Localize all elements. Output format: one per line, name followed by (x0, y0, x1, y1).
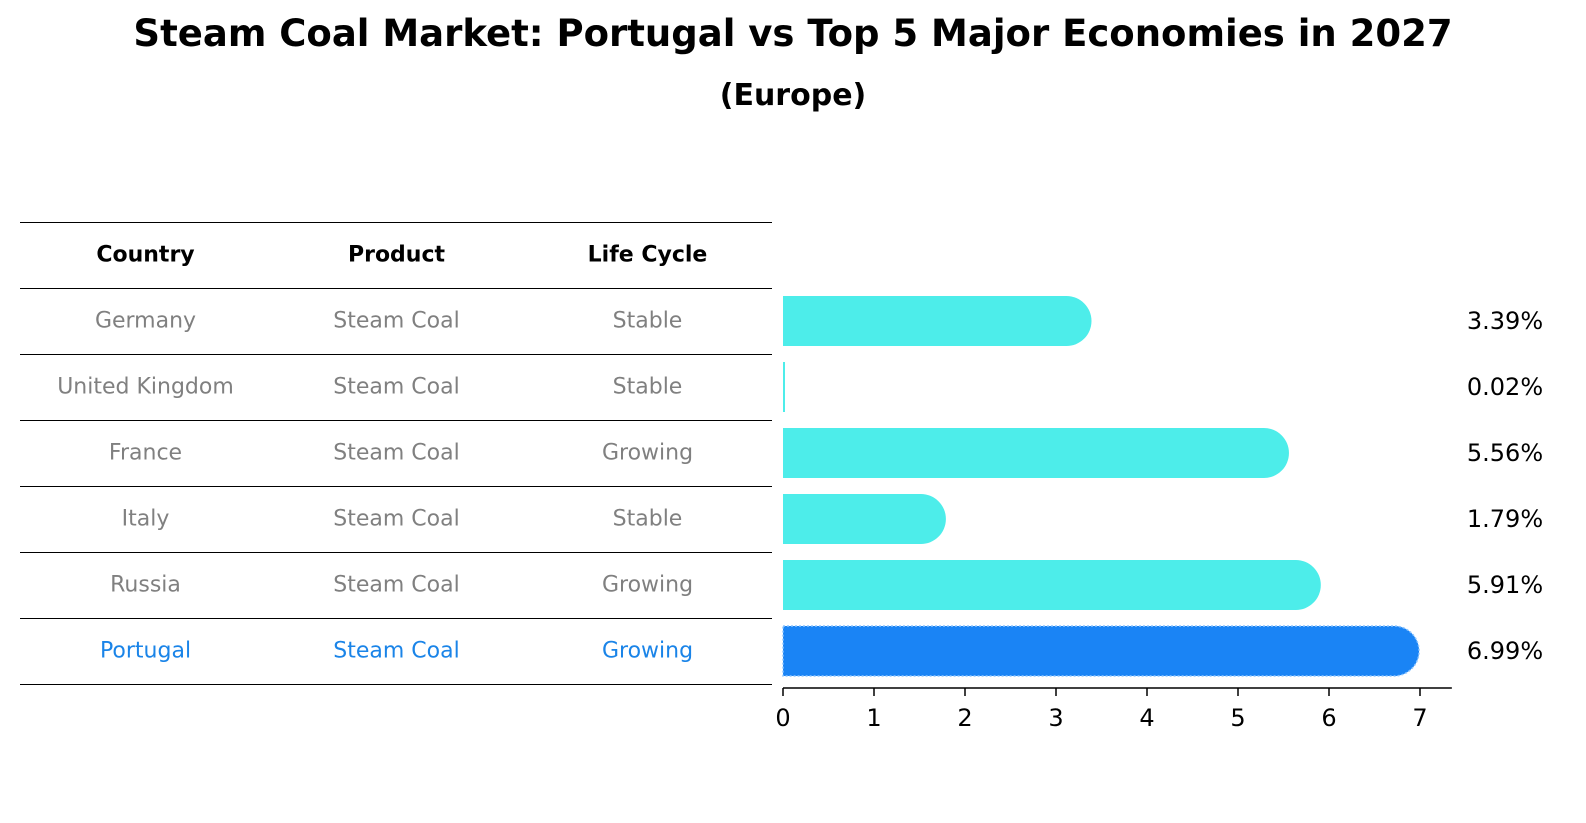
table-cell-country: United Kingdom (57, 374, 234, 400)
bar (783, 362, 785, 412)
x-tick-label: 1 (866, 704, 881, 732)
bar (783, 428, 1289, 478)
table-rule (20, 552, 772, 553)
bar (783, 494, 946, 544)
table-header-life-cycle: Life Cycle (587, 242, 708, 268)
table-header-product: Product (347, 242, 446, 268)
table-header-country: Country (96, 242, 195, 268)
data-label: 3.39% (1467, 307, 1543, 335)
table-cell-country: France (108, 440, 183, 466)
table-rule (20, 486, 772, 487)
table-cell-life-cycle: Growing (601, 440, 694, 466)
table-cell-country: Italy (121, 506, 170, 532)
table-cell-life-cycle: Stable (612, 308, 683, 334)
x-tick-label: 5 (1230, 704, 1245, 732)
table-cell-life-cycle: Growing (601, 638, 694, 664)
x-tick-label: 0 (775, 704, 790, 732)
table-rule (20, 288, 772, 289)
x-tick-label: 3 (1048, 704, 1063, 732)
x-tick-label: 7 (1412, 704, 1427, 732)
data-label: 0.02% (1467, 373, 1543, 401)
data-label: 5.91% (1467, 571, 1543, 599)
data-label: 1.79% (1467, 505, 1543, 533)
table-cell-life-cycle: Stable (612, 506, 683, 532)
bar (783, 560, 1321, 610)
bar (783, 296, 1092, 346)
table-rule (20, 354, 772, 355)
table-rule (20, 618, 772, 619)
x-tick-label: 6 (1321, 704, 1336, 732)
table-cell-product: Steam Coal (333, 572, 460, 598)
x-tick-label: 2 (957, 704, 972, 732)
table-cell-product: Steam Coal (333, 638, 460, 664)
chart-subtitle: (Europe) (719, 78, 867, 113)
table-cell-country: Russia (110, 572, 181, 598)
chart-title: Steam Coal Market: Portugal vs Top 5 Maj… (133, 12, 1453, 55)
table-cell-product: Steam Coal (333, 308, 460, 334)
table-cell-product: Steam Coal (333, 440, 460, 466)
bar (782, 625, 1420, 677)
table-rule (20, 222, 772, 223)
table-cell-product: Steam Coal (333, 506, 460, 532)
table-cell-product: Steam Coal (333, 374, 460, 400)
table-cell-country: Portugal (99, 638, 192, 664)
table-cell-country: Germany (94, 308, 197, 334)
data-label: 5.56% (1467, 439, 1543, 467)
table-cell-life-cycle: Growing (601, 572, 694, 598)
table-cell-life-cycle: Stable (612, 374, 683, 400)
x-tick-label: 4 (1139, 704, 1154, 732)
table-rule (20, 420, 772, 421)
data-label: 6.99% (1467, 637, 1543, 665)
table-rule (20, 684, 772, 685)
